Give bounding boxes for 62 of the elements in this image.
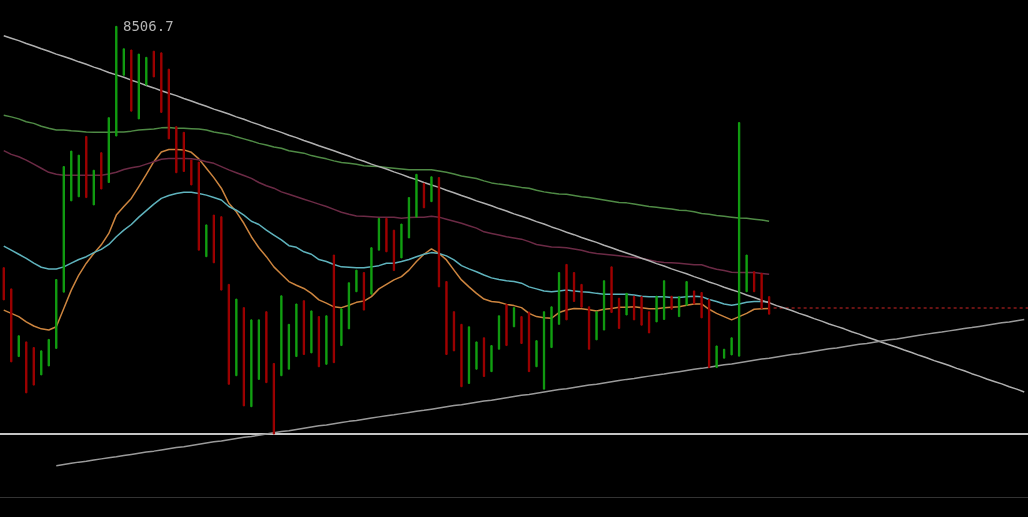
candlestick	[685, 281, 688, 306]
candlestick	[595, 311, 598, 341]
candlestick	[92, 169, 95, 206]
candlestick	[670, 295, 673, 310]
candlestick	[25, 341, 28, 394]
candlestick	[535, 340, 538, 368]
candlestick	[100, 152, 103, 190]
candlestick	[235, 298, 238, 377]
candlestick	[160, 52, 163, 113]
candlestick	[400, 223, 403, 259]
candlestick	[310, 310, 313, 354]
candlestick	[280, 295, 283, 377]
candlestick	[145, 56, 148, 86]
candlestick	[77, 154, 80, 198]
candlestick	[295, 303, 298, 358]
candlestick	[62, 166, 65, 293]
candlestick	[115, 25, 118, 137]
candlestick	[700, 292, 703, 319]
candlestick	[370, 247, 373, 295]
candlestick	[40, 350, 43, 376]
candlestick	[47, 338, 50, 367]
candlestick	[475, 341, 478, 370]
candlestick	[767, 296, 771, 315]
candlestick	[505, 303, 508, 347]
candlestick	[250, 319, 253, 408]
candlestick	[565, 263, 568, 321]
candlestick	[55, 279, 58, 349]
candlestick	[655, 295, 658, 323]
candlestick	[745, 254, 748, 293]
candlestick	[580, 283, 583, 308]
candlestick	[130, 49, 133, 112]
candlestick	[2, 267, 5, 301]
candlestick	[10, 288, 13, 363]
candlestick	[520, 316, 523, 345]
candlestick	[175, 126, 178, 174]
candlestick	[415, 173, 418, 218]
candlestick	[70, 150, 73, 202]
candlestick	[550, 306, 553, 349]
candlestick	[640, 296, 643, 326]
candlestick	[32, 347, 35, 386]
candlestick	[445, 281, 448, 356]
candlestick	[610, 266, 613, 314]
candlestick	[17, 335, 20, 358]
candlestick	[647, 311, 651, 334]
candlestick	[490, 345, 493, 373]
candlestick	[265, 311, 268, 384]
candlestick	[220, 216, 223, 291]
candlestick	[460, 323, 463, 388]
candlestick	[692, 290, 696, 305]
candlestick	[205, 224, 208, 258]
candlestick	[760, 272, 763, 309]
candlestick	[625, 292, 628, 316]
candlestick	[715, 345, 718, 369]
candlestick	[730, 337, 733, 356]
candlestick	[430, 176, 433, 203]
candlestick	[85, 135, 88, 199]
candlestick	[355, 269, 358, 293]
candlestick	[190, 159, 193, 186]
candlestick	[325, 315, 328, 365]
candlestick	[340, 308, 343, 347]
annotation: 8506.7	[123, 18, 174, 34]
candlestick	[385, 217, 388, 253]
